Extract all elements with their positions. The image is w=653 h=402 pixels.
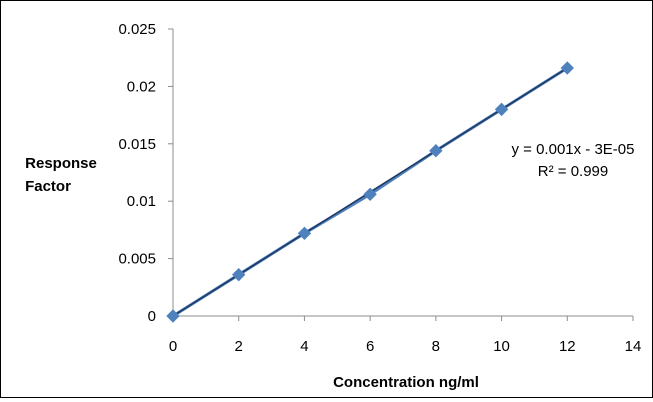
axes <box>168 28 634 321</box>
data-point <box>429 143 443 158</box>
data-point <box>232 267 246 282</box>
x-tick-labels: 0 2 4 6 8 10 12 14 <box>169 338 642 355</box>
y-tick-label: 0.005 <box>118 251 156 268</box>
x-tick-label: 10 <box>493 338 510 355</box>
y-tick-label: 0.015 <box>118 136 156 153</box>
y-tick-label: 0 <box>148 308 156 325</box>
y-tick-label: 0.02 <box>127 78 156 95</box>
r-squared-label: R² = 0.999 <box>538 163 608 180</box>
y-tick-label: 0.025 <box>118 21 156 38</box>
data-point <box>363 187 377 202</box>
data-point <box>494 102 509 117</box>
y-axis-title: Response Factor <box>25 155 97 195</box>
y-axis-title-line-2: Factor <box>25 178 71 195</box>
x-tick-label: 6 <box>366 338 374 355</box>
equation-label: y = 0.001x - 3E-05 <box>512 141 635 158</box>
x-tick-label: 8 <box>432 338 440 355</box>
x-tick-label: 12 <box>559 338 576 355</box>
y-tick-labels: 0 0.005 0.01 0.015 0.02 0.025 <box>118 21 156 325</box>
data-points <box>166 61 574 323</box>
x-tick-label: 2 <box>235 338 243 355</box>
regression-annotations: y = 0.001x - 3E-05 R² = 0.999 <box>512 141 635 180</box>
data-point <box>560 61 574 75</box>
y-tick-label: 0.01 <box>127 193 156 210</box>
x-tick-label: 0 <box>169 338 177 355</box>
x-tick-label: 4 <box>300 338 308 355</box>
y-axis-title-line-1: Response <box>25 155 97 172</box>
data-point <box>297 226 312 241</box>
data-point <box>166 309 180 323</box>
x-axis-title: Concentration ng/ml <box>333 374 479 391</box>
x-tick-label: 14 <box>625 338 642 355</box>
